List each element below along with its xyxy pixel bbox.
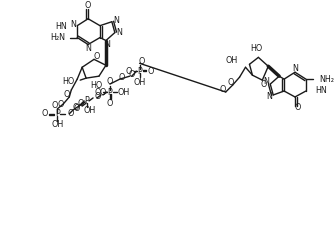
Text: O: O: [119, 73, 125, 82]
Text: O: O: [95, 87, 101, 96]
Text: O: O: [128, 70, 135, 79]
Text: OH: OH: [133, 78, 146, 87]
Text: P: P: [108, 87, 112, 96]
Text: OH: OH: [84, 106, 96, 115]
Text: N: N: [263, 77, 269, 86]
Text: O: O: [63, 90, 70, 100]
Text: HN: HN: [55, 22, 67, 31]
Text: O: O: [107, 99, 113, 108]
Text: N: N: [266, 93, 272, 101]
Text: P: P: [137, 67, 142, 76]
Text: O: O: [147, 67, 154, 76]
Text: P: P: [55, 109, 60, 118]
Text: O: O: [57, 100, 64, 109]
Text: O: O: [107, 77, 113, 86]
Text: O: O: [95, 93, 101, 101]
Text: O: O: [100, 88, 106, 98]
Text: NH₂: NH₂: [319, 75, 334, 84]
Text: OH: OH: [118, 87, 130, 96]
Text: HO: HO: [62, 77, 74, 86]
Text: O: O: [78, 99, 84, 108]
Text: O: O: [126, 67, 132, 76]
Text: O: O: [51, 101, 58, 110]
Text: O: O: [67, 109, 74, 118]
Text: HO: HO: [90, 80, 102, 90]
Text: HO: HO: [250, 44, 262, 53]
Text: HN: HN: [315, 86, 327, 94]
Text: O: O: [260, 80, 266, 89]
Text: OH: OH: [51, 120, 64, 129]
Text: N: N: [104, 40, 110, 49]
Text: OH: OH: [225, 56, 238, 65]
Text: N: N: [113, 16, 119, 25]
Text: O: O: [227, 78, 234, 87]
Text: O: O: [138, 57, 145, 66]
Text: O: O: [85, 1, 91, 10]
Text: H₂N: H₂N: [50, 33, 65, 42]
Text: O: O: [72, 103, 78, 112]
Text: O: O: [73, 104, 79, 113]
Text: O: O: [219, 85, 226, 94]
Text: O: O: [94, 52, 100, 61]
Text: N: N: [85, 44, 91, 53]
Text: N: N: [116, 28, 122, 37]
Text: O: O: [41, 109, 48, 118]
Text: N: N: [292, 64, 298, 73]
Text: O: O: [295, 103, 301, 112]
Text: P: P: [85, 96, 89, 105]
Text: N: N: [70, 20, 76, 29]
